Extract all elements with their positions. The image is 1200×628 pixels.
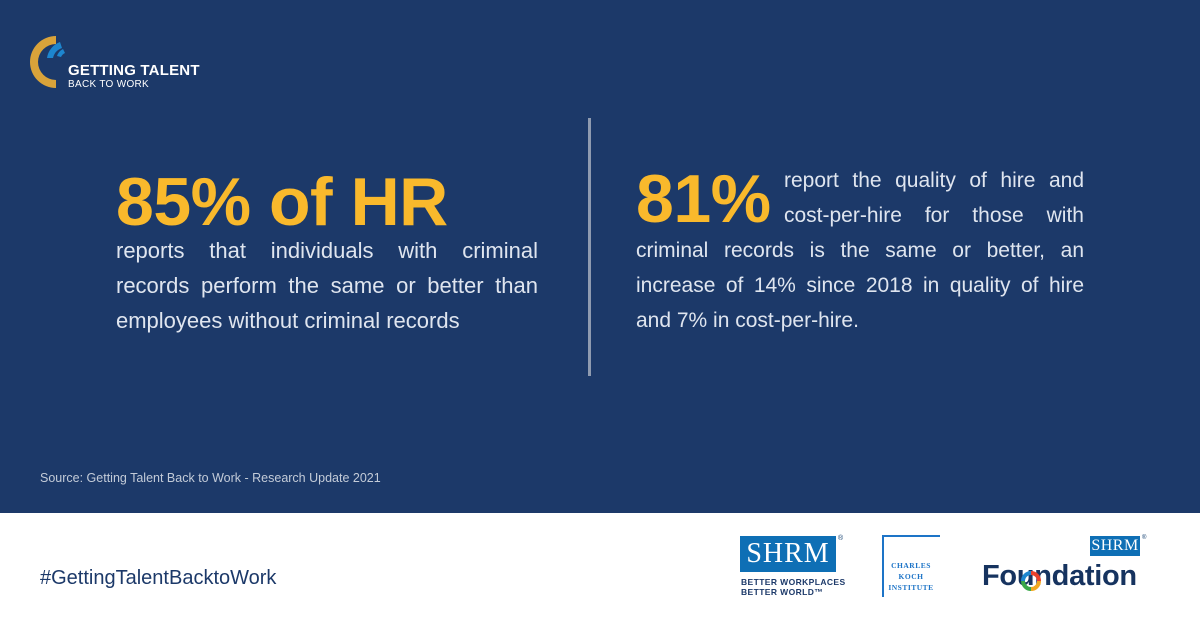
source-note: Source: Getting Talent Back to Work - Re…: [40, 471, 381, 485]
shrm-logo: SHRM ® BETTER WORKPLACES BETTER WORLD™: [740, 535, 848, 600]
shrm-wordmark: SHRM: [740, 536, 836, 572]
shrm-tagline-1: BETTER WORKPLACES: [741, 577, 846, 587]
headline-spacer: [636, 163, 784, 231]
foundation-registered-mark: ®: [1142, 535, 1147, 541]
left-stat-headline: 85% of HR: [116, 164, 448, 240]
vertical-divider: [588, 118, 591, 376]
hashtag: #GettingTalentBacktoWork: [40, 567, 277, 589]
right-stat-text: report the quality of hire and cost-per-…: [636, 169, 1084, 332]
registered-mark: ®: [838, 535, 844, 542]
charles-koch-institute-logo: CHARLES KOCH INSTITUTE: [882, 535, 940, 597]
main-panel: GETTING TALENT BACK TO WORK 85% of HR re…: [0, 0, 1200, 513]
crescent-logo-icon: [30, 36, 65, 88]
ck-line-2: KOCH: [898, 572, 924, 581]
ck-line-3: INSTITUTE: [888, 583, 934, 592]
footer-bar: [0, 513, 1200, 628]
left-stat-text: reports that individuals with criminal r…: [116, 238, 538, 333]
shrm-tagline-2: BETTER WORLD™: [741, 587, 824, 597]
logo-bracket: [882, 535, 940, 597]
right-stat-text-block: report the quality of hire and cost-per-…: [636, 163, 1084, 338]
ck-line-1: CHARLES: [891, 561, 931, 570]
multicolor-ring-icon: [1021, 571, 1041, 591]
getting-talent-logo: GETTING TALENT BACK TO WORK: [30, 32, 220, 94]
brand-title: GETTING TALENT: [68, 62, 200, 79]
foundation-wordmark: Foundation: [982, 560, 1137, 592]
brand-subtitle: BACK TO WORK: [68, 79, 150, 90]
right-stat-headline: 81%: [636, 161, 771, 237]
shrm-foundation-logo: SHRM ® Foundation: [982, 535, 1162, 598]
foundation-shrm-wordmark: SHRM: [1090, 536, 1140, 556]
